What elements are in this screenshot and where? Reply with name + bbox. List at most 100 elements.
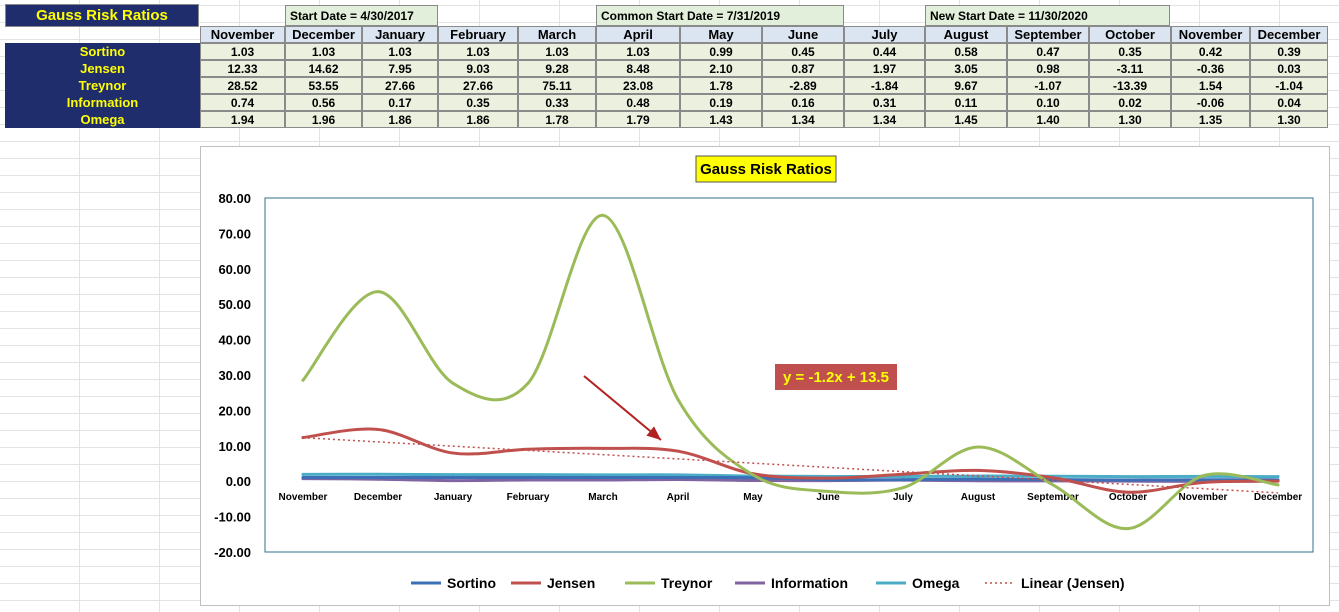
- table-cell[interactable]: 1.03: [596, 43, 680, 60]
- table-cell[interactable]: 28.52: [200, 77, 285, 94]
- table-cell[interactable]: 12.33: [200, 60, 285, 77]
- table-cell[interactable]: 1.30: [1089, 111, 1171, 128]
- table-cell[interactable]: 0.99: [680, 43, 762, 60]
- table-cell[interactable]: 53.55: [285, 77, 362, 94]
- table-cell[interactable]: 1.86: [362, 111, 438, 128]
- table-cell[interactable]: 0.39: [1250, 43, 1328, 60]
- table-cell[interactable]: -13.39: [1089, 77, 1171, 94]
- table-cell[interactable]: 1.03: [200, 43, 285, 60]
- table-cell[interactable]: 1.43: [680, 111, 762, 128]
- month-header[interactable]: December: [1250, 26, 1328, 43]
- legend-label[interactable]: Sortino: [447, 575, 496, 591]
- table-cell[interactable]: 75.11: [518, 77, 596, 94]
- legend-label[interactable]: Omega: [912, 575, 960, 591]
- legend-label[interactable]: Information: [771, 575, 848, 591]
- table-cell[interactable]: 1.34: [762, 111, 844, 128]
- table-cell[interactable]: 1.97: [844, 60, 925, 77]
- table-cell[interactable]: 23.08: [596, 77, 680, 94]
- table-cell[interactable]: 8.48: [596, 60, 680, 77]
- table-cell[interactable]: 0.31: [844, 94, 925, 111]
- table-cell[interactable]: 0.33: [518, 94, 596, 111]
- table-cell[interactable]: 27.66: [362, 77, 438, 94]
- table-cell[interactable]: 1.03: [518, 43, 596, 60]
- table-cell[interactable]: 0.56: [285, 94, 362, 111]
- table-cell[interactable]: -1.07: [1007, 77, 1089, 94]
- table-cell[interactable]: 0.47: [1007, 43, 1089, 60]
- month-header[interactable]: May: [680, 26, 762, 43]
- sheet-title[interactable]: Gauss Risk Ratios: [5, 4, 199, 27]
- date-label[interactable]: New Start Date = 11/30/2020: [925, 5, 1170, 26]
- table-cell[interactable]: 14.62: [285, 60, 362, 77]
- month-header[interactable]: September: [1007, 26, 1089, 43]
- table-cell[interactable]: 0.04: [1250, 94, 1328, 111]
- table-cell[interactable]: 3.05: [925, 60, 1007, 77]
- month-header[interactable]: April: [596, 26, 680, 43]
- table-cell[interactable]: 0.58: [925, 43, 1007, 60]
- table-cell[interactable]: 0.74: [200, 94, 285, 111]
- month-header[interactable]: February: [438, 26, 518, 43]
- table-cell[interactable]: 1.35: [1171, 111, 1250, 128]
- table-cell[interactable]: 1.86: [438, 111, 518, 128]
- table-cell[interactable]: 0.19: [680, 94, 762, 111]
- table-cell[interactable]: 0.35: [438, 94, 518, 111]
- table-cell[interactable]: 1.96: [285, 111, 362, 128]
- month-header[interactable]: June: [762, 26, 844, 43]
- month-header[interactable]: January: [362, 26, 438, 43]
- table-cell[interactable]: 1.03: [285, 43, 362, 60]
- table-cell[interactable]: 1.40: [1007, 111, 1089, 128]
- table-cell[interactable]: 0.10: [1007, 94, 1089, 111]
- table-cell[interactable]: 1.03: [362, 43, 438, 60]
- row-label[interactable]: Information: [5, 94, 200, 111]
- row-label[interactable]: Sortino: [5, 43, 200, 60]
- table-cell[interactable]: 0.16: [762, 94, 844, 111]
- table-cell[interactable]: -3.11: [1089, 60, 1171, 77]
- table-cell[interactable]: 0.44: [844, 43, 925, 60]
- chart-container[interactable]: Gauss Risk Ratios 80.00 70.00 60.00 50.00 40.…: [200, 146, 1330, 606]
- table-cell[interactable]: -2.89: [762, 77, 844, 94]
- table-cell[interactable]: -0.36: [1171, 60, 1250, 77]
- legend-label[interactable]: Linear (Jensen): [1021, 575, 1124, 591]
- table-cell[interactable]: 1.30: [1250, 111, 1328, 128]
- month-header[interactable]: October: [1089, 26, 1171, 43]
- table-cell[interactable]: 0.17: [362, 94, 438, 111]
- table-cell[interactable]: 1.45: [925, 111, 1007, 128]
- table-cell[interactable]: 9.03: [438, 60, 518, 77]
- table-cell[interactable]: 1.94: [200, 111, 285, 128]
- legend-label[interactable]: Jensen: [547, 575, 595, 591]
- table-cell[interactable]: 27.66: [438, 77, 518, 94]
- row-label[interactable]: Treynor: [5, 77, 200, 94]
- table-cell[interactable]: 1.78: [680, 77, 762, 94]
- table-cell[interactable]: 1.34: [844, 111, 925, 128]
- month-header[interactable]: November: [200, 26, 285, 43]
- table-cell[interactable]: 7.95: [362, 60, 438, 77]
- date-label[interactable]: Common Start Date = 7/31/2019: [596, 5, 844, 26]
- table-cell[interactable]: 2.10: [680, 60, 762, 77]
- table-cell[interactable]: -0.06: [1171, 94, 1250, 111]
- table-cell[interactable]: 1.78: [518, 111, 596, 128]
- table-cell[interactable]: 0.48: [596, 94, 680, 111]
- table-cell[interactable]: 0.42: [1171, 43, 1250, 60]
- month-header[interactable]: November: [1171, 26, 1250, 43]
- month-header[interactable]: March: [518, 26, 596, 43]
- table-cell[interactable]: 1.54: [1171, 77, 1250, 94]
- table-cell[interactable]: 0.98: [1007, 60, 1089, 77]
- table-cell[interactable]: 0.02: [1089, 94, 1171, 111]
- month-header[interactable]: December: [285, 26, 362, 43]
- table-cell[interactable]: 0.35: [1089, 43, 1171, 60]
- table-cell[interactable]: 0.03: [1250, 60, 1328, 77]
- month-header[interactable]: July: [844, 26, 925, 43]
- table-cell[interactable]: 0.87: [762, 60, 844, 77]
- table-cell[interactable]: 9.28: [518, 60, 596, 77]
- table-cell[interactable]: 9.67: [925, 77, 1007, 94]
- table-cell[interactable]: 1.03: [438, 43, 518, 60]
- table-cell[interactable]: -1.84: [844, 77, 925, 94]
- date-label[interactable]: Start Date = 4/30/2017: [285, 5, 438, 26]
- table-cell[interactable]: 0.11: [925, 94, 1007, 111]
- legend-label[interactable]: Treynor: [661, 575, 713, 591]
- table-cell[interactable]: 0.45: [762, 43, 844, 60]
- table-cell[interactable]: 1.79: [596, 111, 680, 128]
- row-label[interactable]: Omega: [5, 111, 200, 128]
- row-label[interactable]: Jensen: [5, 60, 200, 77]
- table-cell[interactable]: -1.04: [1250, 77, 1328, 94]
- month-header[interactable]: August: [925, 26, 1007, 43]
